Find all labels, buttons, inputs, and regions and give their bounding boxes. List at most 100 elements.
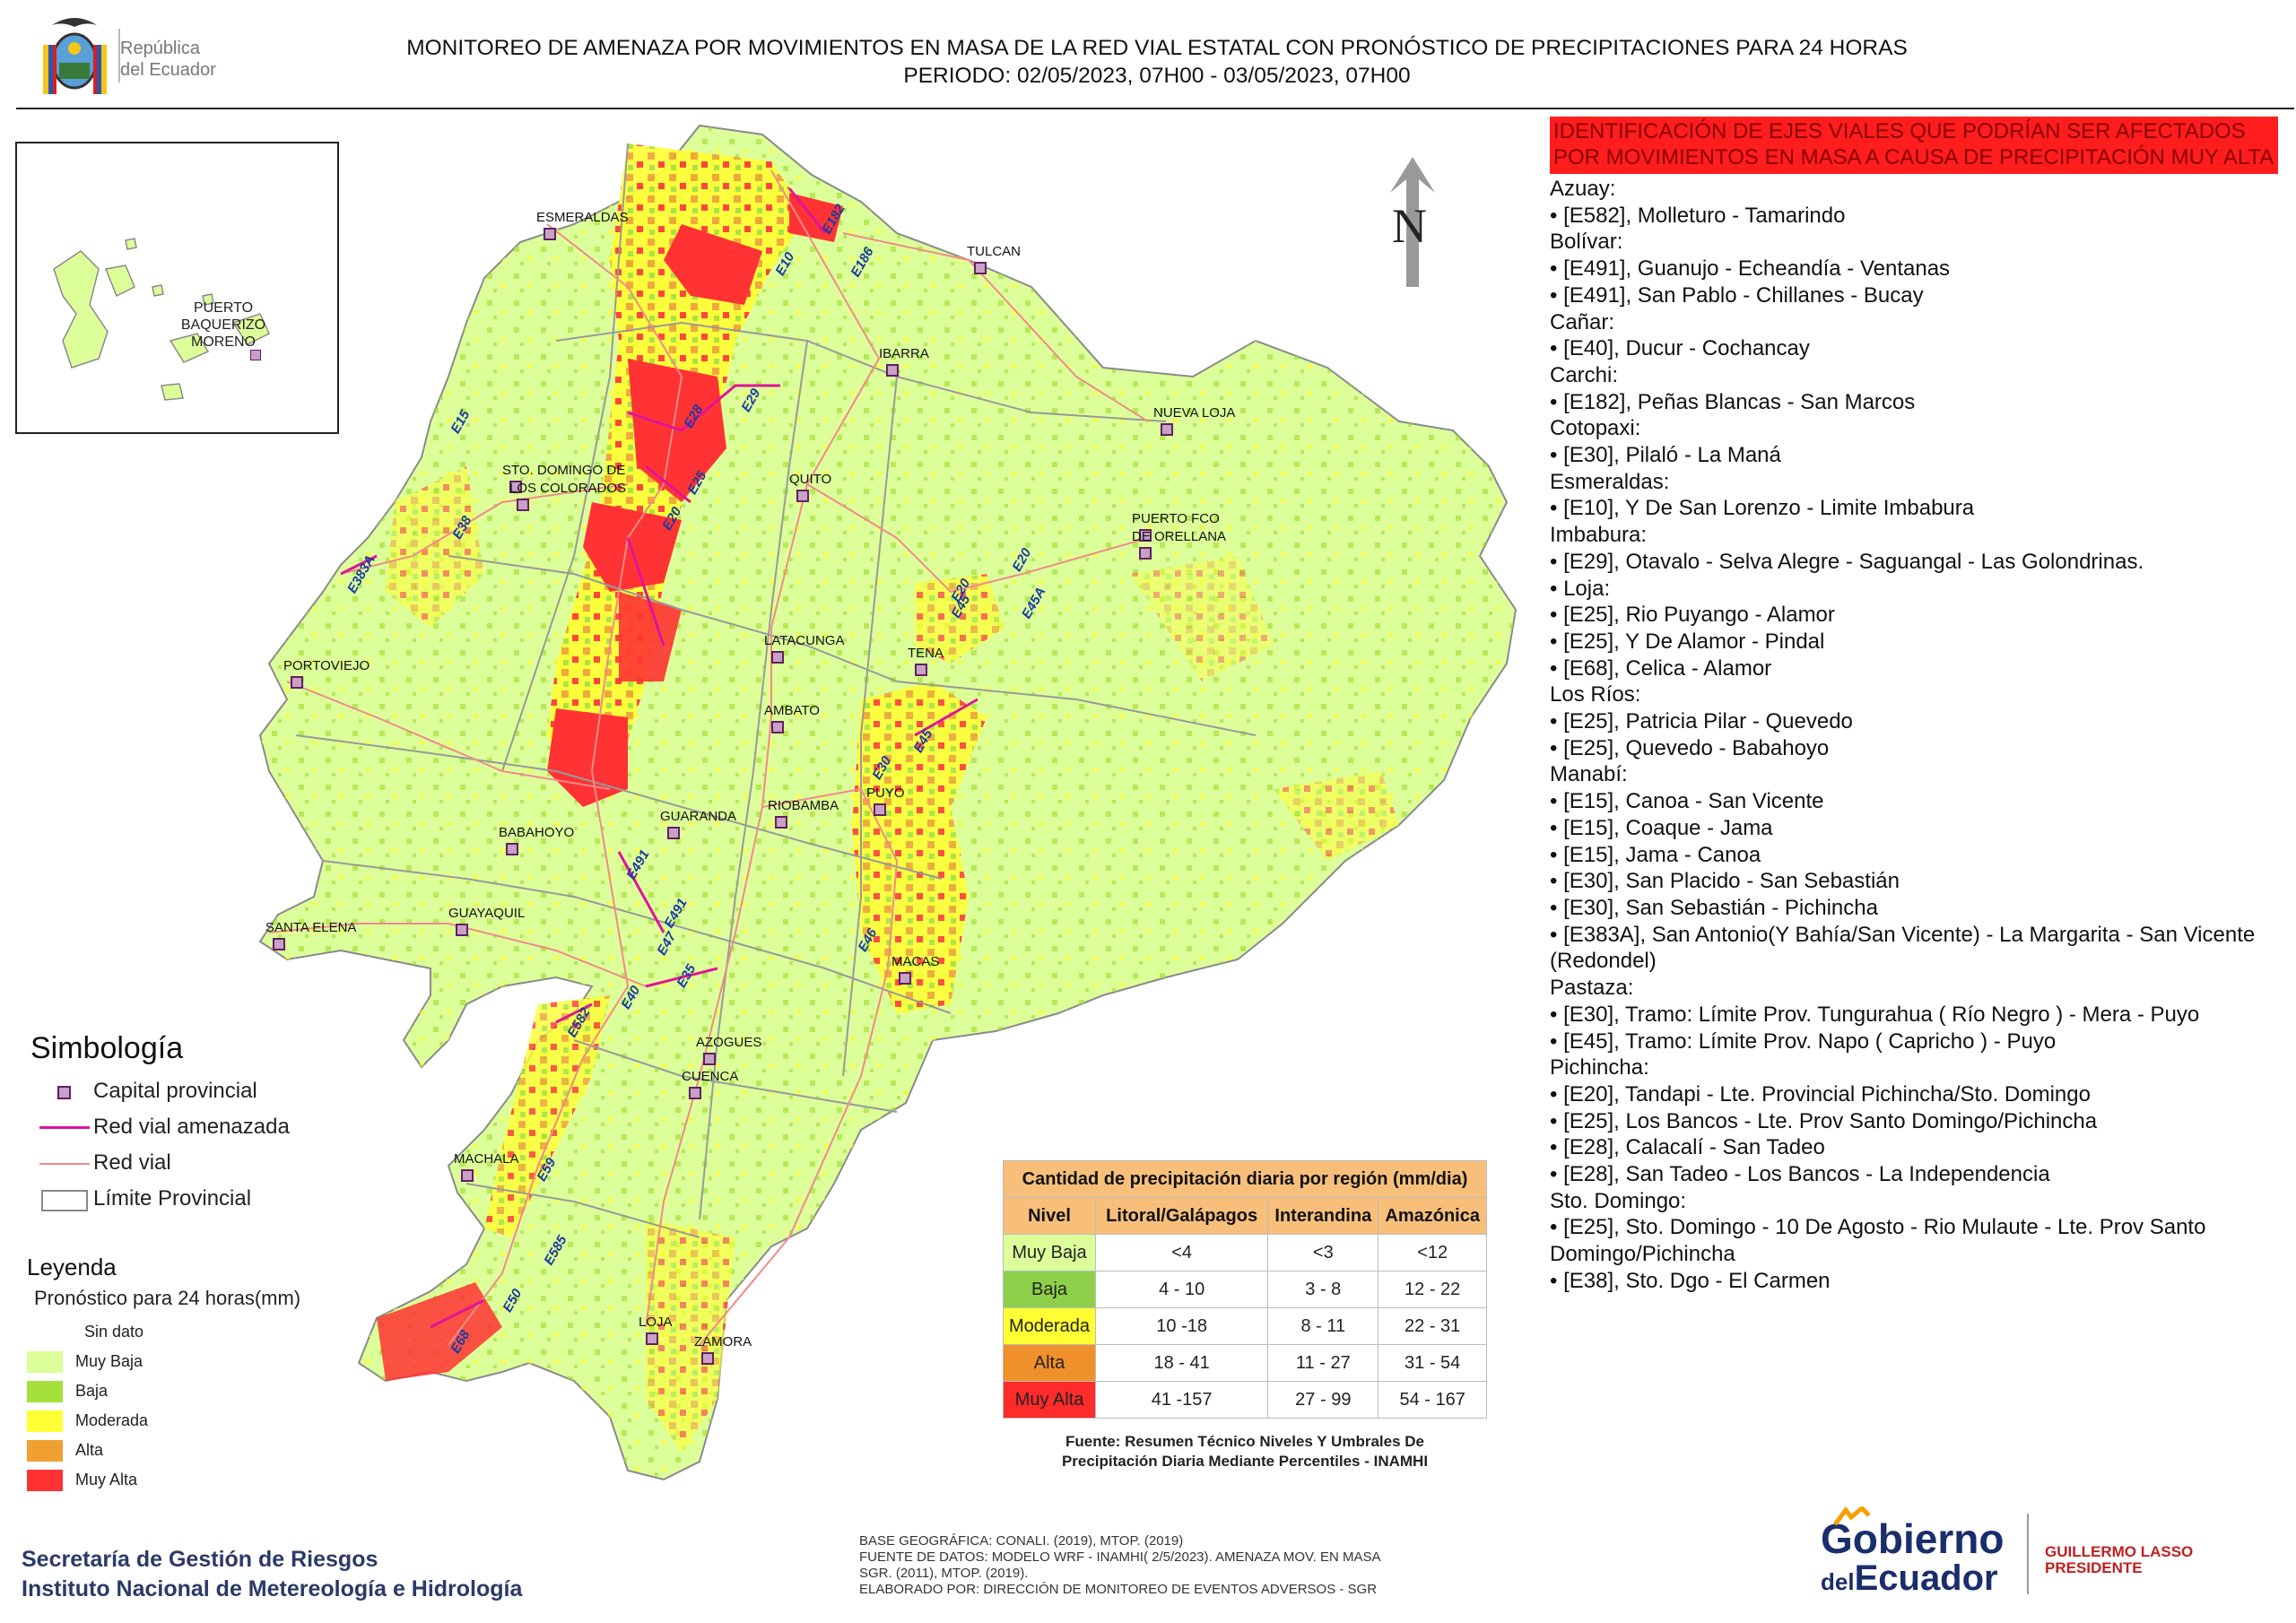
- del-ecuador-text: del Ecuador: [120, 60, 216, 80]
- legend-row: Baja: [27, 1376, 300, 1406]
- precip-table-row: Alta 18 - 41 11 - 27 31 - 54: [1002, 1344, 1487, 1382]
- page-title: MONITOREO DE AMENAZA POR MOVIMIENTOS EN …: [296, 34, 2018, 90]
- precip-table-row: Muy Alta 41 -157 27 - 99 54 - 167: [1002, 1381, 1487, 1419]
- city-label: LATACUNGA: [764, 633, 845, 648]
- capital-marker-icon: [544, 228, 556, 240]
- precip-value-cell: 18 - 41: [1095, 1344, 1269, 1382]
- gobierno-ecuador-logo: Gobierno delEcuador GUILLERMO LASSO PRES…: [1821, 1506, 2287, 1614]
- precip-level-cell: Muy Alta: [1002, 1381, 1097, 1419]
- affected-road-item: • [E29], Otavalo - Selva Alegre - Saguan…: [1550, 549, 2144, 574]
- province-heading: Carchi:: [1550, 362, 1619, 387]
- province-heading: Bolívar:: [1550, 230, 1623, 255]
- legend-swatch: [27, 1439, 63, 1462]
- north-arrow-icon: N: [1390, 157, 1435, 287]
- legend-label: Moderada: [75, 1411, 149, 1429]
- capital-marker-icon: [1139, 529, 1152, 542]
- city-label: LOJA: [639, 1315, 673, 1330]
- precip-table-title: Cantidad de precipitación diaria por reg…: [1003, 1160, 1487, 1198]
- city-label: BABAHOYO: [499, 825, 575, 840]
- city-label: STO. DOMINGO DE: [502, 463, 626, 478]
- svg-text:N: N: [1392, 199, 1427, 253]
- header-divider: [16, 108, 2294, 109]
- symbology-legend: Simbología Capital provincial Red vial a…: [30, 1031, 290, 1217]
- agency-credit: Secretaría de Gestión de Riesgos Institu…: [22, 1545, 522, 1604]
- province-heading: Imbabura:: [1550, 523, 1648, 548]
- city-label: PUYO: [866, 785, 905, 801]
- republica-logo-text: República del Ecuador: [120, 38, 216, 81]
- capital-marker-icon: [771, 651, 784, 664]
- city-label: CUENCA: [682, 1069, 739, 1084]
- legend-swatch: [27, 1350, 63, 1373]
- gob-divider: [2027, 1514, 2029, 1594]
- city-label: GUARANDA: [660, 809, 737, 824]
- precip-value-cell: 31 - 54: [1378, 1344, 1487, 1382]
- province-heading: Cañar:: [1550, 309, 1615, 334]
- affected-road-item: • [E30], San Placido - San Sebastián: [1550, 869, 1900, 894]
- title-line-1: MONITOREO DE AMENAZA POR MOVIMIENTOS EN …: [406, 36, 1908, 60]
- precip-header-litoral: Litoral/Galápagos: [1095, 1197, 1269, 1235]
- city-label: LOS COLORADOS: [509, 481, 627, 496]
- symbology-row-threat: Red vial amenazada: [30, 1109, 290, 1145]
- affected-road-item: • [E582], Molleturo - Tamarindo: [1550, 203, 1846, 228]
- legend-rows: Sin dato Muy Baja Baja Moderada Alta Muy Alta: [27, 1317, 300, 1495]
- legend-swatch: [27, 1410, 63, 1432]
- gob-swoosh-icon: [1833, 1506, 1871, 1526]
- affected-road-item: • [E15], Jama - Canoa: [1550, 842, 1761, 867]
- capital-marker-icon: [57, 1086, 71, 1099]
- capital-marker-icon: [886, 364, 899, 377]
- capital-marker-icon: [775, 816, 787, 829]
- capital-marker-icon: [273, 938, 285, 950]
- affected-road-item: • [E491], San Pablo - Chillanes - Bucay: [1550, 282, 1924, 308]
- precip-level-cell: Moderada: [1002, 1307, 1097, 1345]
- provincial-limits: [295, 143, 1257, 1238]
- galapagos-inset-frame: PUERTO BAQUERIZO MORENO: [15, 142, 339, 434]
- precip-level-cell: Muy Baja: [1002, 1234, 1097, 1271]
- precip-level-cell: Baja: [1002, 1271, 1097, 1308]
- map-credits: BASE GEOGRÁFICA: CONALI. (2019), MTOP. (…: [859, 1533, 1381, 1598]
- affected-roads-list: Azuay: • [E582], Molleturo - Tamarindo Bol…: [1550, 176, 2283, 1295]
- city-label: TENA: [908, 646, 944, 661]
- inset-capital-marker: [250, 350, 261, 360]
- affected-road-item: • [E25], Rio Puyango - Alamor: [1550, 603, 1835, 628]
- capital-marker-icon: [703, 1053, 716, 1065]
- affected-road-item: • [E15], Coaque - Jama: [1550, 815, 1773, 840]
- precip-value-cell: 12 - 22: [1378, 1271, 1487, 1308]
- credit-line-1: BASE GEOGRÁFICA: CONALI. (2019), MTOP. (…: [859, 1533, 1184, 1549]
- capital-marker-icon: [689, 1087, 701, 1099]
- precip-value-cell: 8 - 11: [1267, 1307, 1379, 1345]
- affected-road-item: • [E40], Ducur - Cochancay: [1550, 336, 1810, 361]
- credit-line-2: FUENTE DE DATOS: MODELO WRF - INAMHI( 2/…: [859, 1549, 1381, 1565]
- legend-swatch: [27, 1322, 63, 1343]
- gobierno-wordmark: Gobierno delEcuador: [1821, 1518, 2004, 1601]
- city-label: SANTA ELENA: [265, 920, 357, 935]
- affected-road-item: • [E25], Patricia Pilar - Quevedo: [1550, 709, 1853, 734]
- city-label: AZOGUES: [696, 1035, 762, 1050]
- precip-header-amazonica: Amazónica: [1378, 1197, 1487, 1235]
- precip-value-cell: 4 - 10: [1095, 1271, 1269, 1308]
- affected-road-item: • [E491], Guanujo - Echeandía - Ventanas: [1550, 256, 1951, 282]
- coat-of-arms-icon: [43, 18, 120, 94]
- legend-swatch: [27, 1469, 63, 1491]
- precip-value-cell: <4: [1095, 1234, 1269, 1271]
- symbology-label-threat: Red vial amenazada: [93, 1115, 290, 1139]
- affected-road-item: • [E383A], San Antonio(Y Bahía/San Vicen…: [1550, 922, 2256, 974]
- city-label: ZAMORA: [694, 1334, 752, 1350]
- affected-roads-header: IDENTIFICACIÓN DE EJES VIALES QUE PODRÍA…: [1550, 117, 2278, 174]
- precip-value-cell: 10 -18: [1095, 1307, 1269, 1345]
- capital-marker-icon: [874, 803, 886, 816]
- city-label: RIOBAMBA: [768, 798, 839, 813]
- precip-table-header-row: Nivel Litoral/Galápagos Interandina Amaz…: [1002, 1197, 1487, 1235]
- precip-table-body: Muy Baja <4 <3 <12 Baja 4 - 10 3 - 8 12 - 22 Mod…: [1002, 1234, 1487, 1419]
- gob-word-3: Ecuador: [1854, 1558, 1998, 1598]
- capital-marker-icon: [899, 972, 911, 985]
- affected-road-item: • [E45], Tramo: Límite Prov. Napo ( Capr…: [1550, 1028, 2057, 1054]
- precip-table-row: Moderada 10 -18 8 - 11 22 - 31: [1002, 1307, 1487, 1345]
- symbology-label-limit: Límite Provincial: [93, 1186, 252, 1211]
- precip-value-cell: <12: [1378, 1234, 1487, 1271]
- capital-marker-icon: [667, 827, 680, 839]
- affected-road-item: • [E25], Los Bancos - Lte. Prov Santo Do…: [1550, 1108, 2098, 1133]
- capital-marker-icon: [291, 676, 303, 689]
- capital-marker-icon: [915, 664, 927, 676]
- symbology-row-limit: Límite Provincial: [30, 1181, 290, 1217]
- capital-marker-icon: [517, 499, 529, 511]
